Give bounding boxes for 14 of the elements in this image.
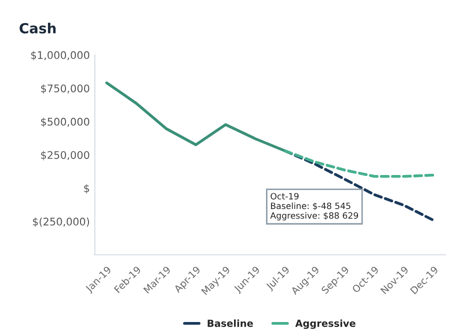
line-series (105, 82, 286, 152)
annotation: Oct-19 (270, 192, 299, 200)
y-tick-label: $500,000 (41, 118, 90, 128)
line-series (284, 149, 436, 178)
annotation: Baseline: $-48 545 (271, 202, 350, 210)
y-tick-label: $(250,000) (32, 217, 90, 227)
y-tick-label: $250,000 (41, 150, 90, 160)
legend-label: Baseline (208, 319, 253, 327)
legend-label: Aggressive (295, 319, 356, 329)
y-tick-label: $ (84, 184, 90, 194)
chart-title: Cash (20, 22, 56, 34)
y-tick-label: $1,000,000 (31, 50, 90, 60)
annotation: Aggressive: $88 629 (270, 212, 358, 220)
y-tick-label: $750,000 (41, 84, 90, 94)
